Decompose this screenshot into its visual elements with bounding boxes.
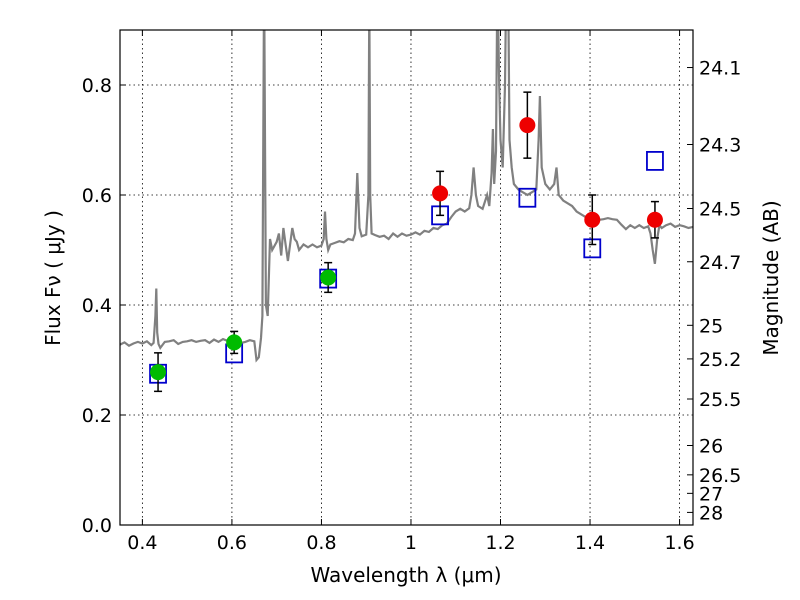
x-tick-label: 0.8 [306, 532, 336, 554]
observed-point [646, 211, 663, 228]
mag-tick-label: 24.3 [699, 134, 741, 156]
observed-point [432, 185, 449, 202]
model-photometry-square [646, 150, 664, 171]
observed-point [519, 117, 536, 134]
mag-tick-label: 28 [699, 502, 723, 524]
model-photometry [149, 150, 664, 384]
mag-tick-label: 24.1 [699, 58, 741, 80]
observed-point [584, 211, 601, 228]
mag-tick-label: 24.5 [699, 199, 741, 221]
y-tick-label: 0.6 [82, 185, 112, 207]
observed-point [320, 269, 337, 286]
mag-tick-label: 25.2 [699, 349, 741, 371]
mag-tick-label: 27 [699, 483, 723, 505]
observed-point [226, 334, 243, 351]
y-tick-label: 0.0 [82, 515, 112, 537]
mag-tick-label: 26 [699, 436, 723, 458]
mag-tick-label: 25.5 [699, 389, 741, 411]
x-tick-label: 0.6 [217, 532, 247, 554]
observed-point [150, 364, 167, 381]
mag-tick-label: 26.5 [699, 465, 741, 487]
plot-area [120, 30, 693, 393]
right-axis-label: Magnitude (AB) [759, 200, 783, 355]
x-tick-label: 1.4 [575, 532, 605, 554]
axis-ticks: 0.4 0.6 0.8 1 1.2 1.4 1.6 0.0 0.2 0.4 0.6 0.8 24.1 24… [82, 30, 741, 554]
x-axis-label: Wavelength λ (μm) [310, 563, 501, 587]
observed-photometry [150, 91, 663, 393]
x-tick-label: 0.4 [127, 532, 157, 554]
mag-tick-label: 25 [699, 315, 723, 337]
plot-frame [119, 29, 694, 526]
x-tick-label: 1.6 [664, 532, 694, 554]
y-tick-label: 0.4 [82, 295, 112, 317]
mag-tick-label: 24.7 [699, 252, 741, 274]
y-tick-label: 0.2 [82, 405, 112, 427]
x-tick-label: 1.2 [485, 532, 515, 554]
model-spectrum-line [120, 30, 693, 363]
model-photometry-square [518, 187, 537, 208]
x-tick-label: 1 [405, 532, 417, 554]
grid [120, 30, 693, 525]
y-axis-label: Flux Fν ( μJy ) [41, 210, 65, 346]
y-tick-label: 0.8 [82, 75, 112, 97]
